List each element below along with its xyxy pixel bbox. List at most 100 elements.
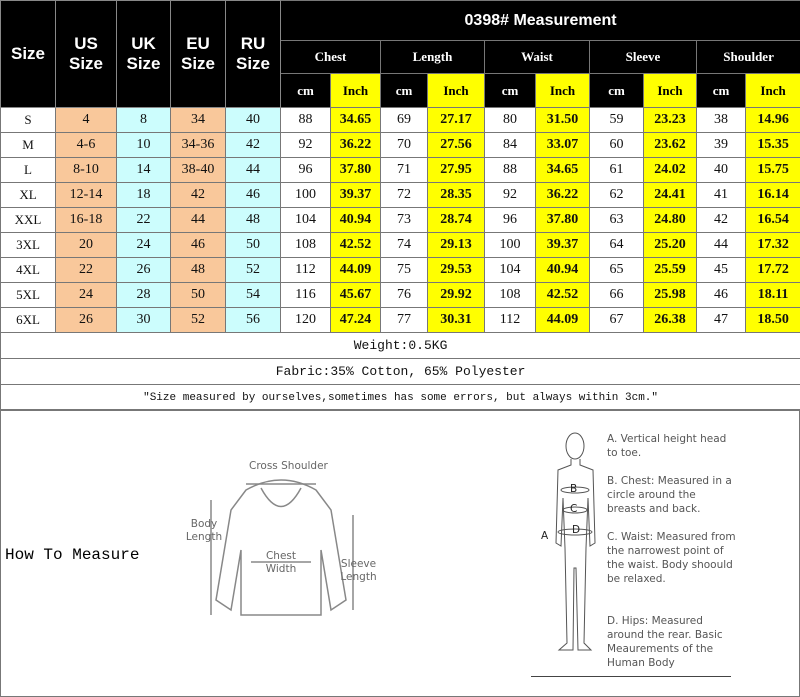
cell-uk: 8 <box>116 107 171 133</box>
cell-in: 14.96 <box>744 107 800 133</box>
cell-cm: 47 <box>696 307 746 333</box>
cell-cm: 75 <box>380 257 428 283</box>
weight-info: Weight:0.5KG <box>0 332 800 359</box>
cell-in: 42.52 <box>535 282 590 308</box>
cell-cm: 84 <box>484 132 536 158</box>
cell-ru: 42 <box>225 132 281 158</box>
cell-ru: 54 <box>225 282 281 308</box>
cell-in: 18.11 <box>744 282 800 308</box>
cell-in: 25.98 <box>643 282 697 308</box>
cell-cm: 108 <box>484 282 536 308</box>
description-b: B. Chest: Measured in a circle around th… <box>607 475 732 515</box>
cell-eu: 50 <box>170 282 226 308</box>
cell-in: 40.94 <box>535 257 590 283</box>
cell-cm: 74 <box>380 232 428 258</box>
cell-cm: 92 <box>280 132 331 158</box>
cell-ru: 52 <box>225 257 281 283</box>
cell-cm: 108 <box>280 232 331 258</box>
cell-cm: 39 <box>696 132 746 158</box>
cell-sz: M <box>0 132 56 158</box>
chest-width-label: Chest Width <box>265 550 297 575</box>
cell-sz: 4XL <box>0 257 56 283</box>
cell-cm: 76 <box>380 282 428 308</box>
header-eu-size: EU Size <box>170 0 226 108</box>
cell-us: 4 <box>55 107 117 133</box>
cell-sz: 5XL <box>0 282 56 308</box>
cell-ru: 48 <box>225 207 281 233</box>
cell-in: 45.67 <box>330 282 381 308</box>
cell-uk: 22 <box>116 207 171 233</box>
header-length: Length <box>380 40 485 74</box>
cell-in: 23.62 <box>643 132 697 158</box>
header-size: Size <box>0 0 56 108</box>
cross-shoulder-label: Cross Shoulder <box>249 460 328 472</box>
cell-eu: 34-36 <box>170 132 226 158</box>
how-to-measure-section: How To Measure Cross Shoulder Body Lengt… <box>0 409 800 697</box>
cell-in: 16.54 <box>744 207 800 233</box>
cell-cm: 41 <box>696 182 746 208</box>
cell-cm: 64 <box>589 232 644 258</box>
cell-in: 28.35 <box>427 182 485 208</box>
body-label-b: B <box>570 483 578 495</box>
cell-uk: 30 <box>116 307 171 333</box>
cell-eu: 34 <box>170 107 226 133</box>
cell-eu: 48 <box>170 257 226 283</box>
cell-in: 47.24 <box>330 307 381 333</box>
cell-eu: 38-40 <box>170 157 226 183</box>
cell-sz: 3XL <box>0 232 56 258</box>
cell-uk: 26 <box>116 257 171 283</box>
cell-in: 15.75 <box>744 157 800 183</box>
cell-us: 26 <box>55 307 117 333</box>
size-table: Size US Size UK Size EU Size RU Size 039… <box>0 0 800 411</box>
cell-in: 31.50 <box>535 107 590 133</box>
cell-cm: 92 <box>484 182 536 208</box>
cell-in: 26.38 <box>643 307 697 333</box>
cell-us: 4-6 <box>55 132 117 158</box>
cell-cm: 71 <box>380 157 428 183</box>
cell-cm: 72 <box>380 182 428 208</box>
cell-uk: 18 <box>116 182 171 208</box>
cell-ru: 50 <box>225 232 281 258</box>
cell-cm: 60 <box>589 132 644 158</box>
cell-cm: 96 <box>280 157 331 183</box>
cell-cm: 100 <box>484 232 536 258</box>
cell-in: 17.32 <box>744 232 800 258</box>
header-us-size: US Size <box>55 0 117 108</box>
cell-in: 24.41 <box>643 182 697 208</box>
cell-in: 29.53 <box>427 257 485 283</box>
cell-ru: 46 <box>225 182 281 208</box>
cell-cm: 46 <box>696 282 746 308</box>
cell-sz: L <box>0 157 56 183</box>
cell-us: 22 <box>55 257 117 283</box>
cell-cm: 45 <box>696 257 746 283</box>
cell-cm: 70 <box>380 132 428 158</box>
cell-cm: 65 <box>589 257 644 283</box>
cell-cm: 104 <box>280 207 331 233</box>
sleeve-length-label: Sleeve Length <box>340 558 377 583</box>
table-row: XXL 16-18 22 44 48 104 40.94 73 28.74 96 37.80 63 24… <box>0 207 800 233</box>
body-label-a: A <box>541 530 549 542</box>
cell-in: 28.74 <box>427 207 485 233</box>
cell-us: 20 <box>55 232 117 258</box>
cell-uk: 28 <box>116 282 171 308</box>
cell-uk: 24 <box>116 232 171 258</box>
table-row: 4XL 22 26 48 52 112 44.09 75 29.53 104 40.94 65 25.5… <box>0 257 800 283</box>
cell-eu: 44 <box>170 207 226 233</box>
header-uk-size: UK Size <box>116 0 171 108</box>
cell-in: 39.37 <box>330 182 381 208</box>
cell-cm: 62 <box>589 182 644 208</box>
cell-us: 12-14 <box>55 182 117 208</box>
cell-in: 17.72 <box>744 257 800 283</box>
measurement-note: "Size measured by ourselves,sometimes ha… <box>0 384 800 411</box>
cell-cm: 67 <box>589 307 644 333</box>
cell-in: 37.80 <box>535 207 590 233</box>
cell-cm: 88 <box>280 107 331 133</box>
cell-in: 15.35 <box>744 132 800 158</box>
header-waist: Waist <box>484 40 590 74</box>
human-body-diagram-icon <box>555 432 596 651</box>
cell-cm: 100 <box>280 182 331 208</box>
cell-cm: 88 <box>484 157 536 183</box>
table-row: 5XL 24 28 50 54 116 45.67 76 29.92 108 42.52 66 25.9… <box>0 282 800 308</box>
cell-cm: 80 <box>484 107 536 133</box>
